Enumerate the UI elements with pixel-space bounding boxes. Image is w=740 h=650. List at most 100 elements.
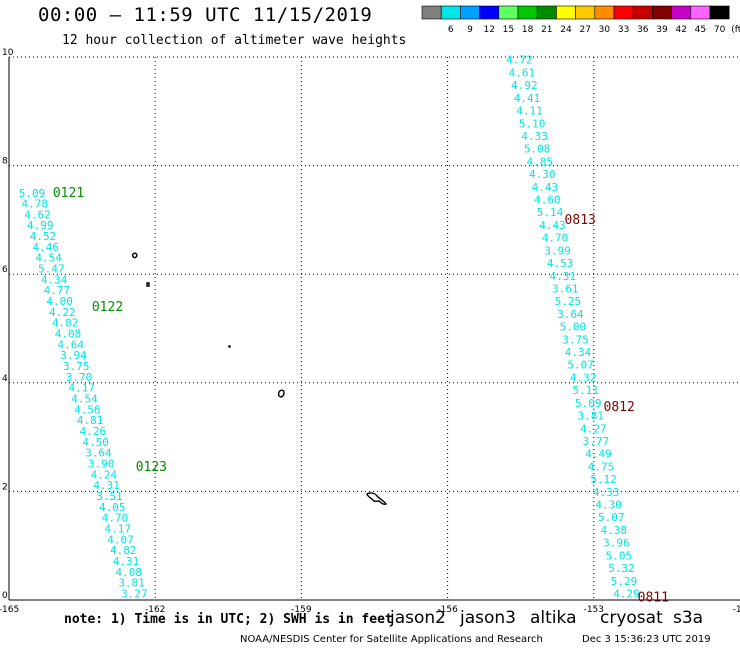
wave-height-value: 5.14	[537, 206, 564, 219]
wave-height-value: 5.07	[567, 359, 594, 372]
wave-height-value: 5.09	[19, 187, 46, 200]
legend-altika: altika	[530, 608, 577, 628]
wave-height-value: 4.46	[33, 241, 60, 254]
footer-center-credit: NOAA/NESDIS Center for Satellite Applica…	[240, 634, 543, 645]
wave-height-value: 4.53	[547, 257, 574, 270]
legend-s3a: s3a	[673, 608, 704, 628]
wave-height-value: 4.85	[527, 155, 554, 168]
wave-height-value: 5.00	[560, 321, 587, 334]
pass-time-label: 0812	[604, 400, 635, 415]
y-tick-label: 4	[2, 374, 8, 384]
wave-height-value: 4.00	[46, 295, 73, 308]
wave-height-value: 4.38	[601, 524, 628, 537]
wave-height-value: 4.72	[506, 54, 532, 67]
wave-height-value: 5.08	[524, 143, 551, 156]
wave-height-value: 4.77	[44, 284, 71, 297]
pass-time-label: 0811	[638, 590, 669, 605]
legend-swatch	[709, 5, 730, 20]
legend-bin-label: 42	[675, 25, 686, 35]
wave-height-value: 5.11	[572, 384, 599, 397]
wave-height-value: 5.07	[598, 511, 625, 524]
y-tick-label: 2	[2, 482, 8, 492]
wave-height-value: 4.64	[57, 338, 84, 351]
legend-bin-label: 21	[541, 25, 552, 35]
pass-time-label: 0813	[565, 213, 596, 228]
island-outline	[146, 282, 150, 287]
wave-height-value: 4.52	[30, 230, 56, 243]
wave-height-value: 4.49	[585, 448, 612, 461]
wave-height-value: 3.75	[63, 360, 90, 373]
wave-height-value: 3.64	[85, 447, 112, 460]
color-legend: 6 9 12 15 18 21 24 27 30 33 36 39 42 45 70 (ft)	[421, 5, 740, 35]
island-outline	[132, 252, 138, 259]
wave-height-value: 4.27	[580, 422, 607, 435]
wave-height-value: 4.07	[107, 533, 133, 546]
legend-bin-label: 70	[714, 25, 726, 35]
wave-height-value: 3.27	[121, 587, 148, 600]
legend-bin-label: 27	[579, 25, 590, 35]
legend-bin-label: 12	[483, 25, 494, 35]
wave-height-value: 5.25	[555, 295, 582, 308]
wave-height-value: 4.26	[80, 425, 107, 438]
wave-height-value: 4.33	[593, 486, 620, 499]
wave-height-value: 3.77	[583, 435, 610, 448]
wave-height-value: 4.75	[588, 460, 615, 473]
wave-height-value: 4.70	[102, 512, 128, 525]
pass-time-label: 0123	[136, 460, 167, 475]
island-outline	[228, 345, 231, 348]
legend-bin-label: 18	[522, 25, 534, 35]
legend-bin-label: 9	[467, 25, 473, 35]
legend-bin-label: 6	[448, 25, 454, 35]
wave-height-value: 4.78	[22, 198, 48, 211]
wave-height-value: 4.34	[41, 273, 68, 286]
wave-height-value: 4.43	[539, 219, 566, 232]
pass-time-label: 0122	[92, 300, 123, 315]
wave-height-value: 3.96	[603, 537, 630, 550]
y-tick-label: 10	[2, 48, 14, 58]
wave-height-value: 3.94	[60, 349, 87, 362]
wave-height-value: 4.56	[74, 403, 101, 416]
x-tick-label: -165	[0, 605, 19, 615]
wave-height-value: 5.09	[575, 397, 602, 410]
wave-height-value: 3.70	[66, 371, 93, 384]
wave-height-value: 4.60	[534, 194, 561, 207]
wave-height-value: 3.99	[544, 244, 571, 257]
wave-height-value: 4.43	[532, 181, 559, 194]
legend-bin-label: 24	[560, 25, 572, 35]
legend-bin-label: 15	[503, 25, 514, 35]
legend-jason3: jason3	[460, 608, 516, 628]
wave-height-value: 3.64	[557, 308, 584, 321]
wave-height-value: 4.61	[509, 66, 536, 79]
pass-time-label: 0121	[53, 186, 84, 201]
wave-height-value: 4.41	[514, 92, 541, 105]
wave-height-value: 3.90	[88, 458, 115, 471]
legend-bin-label: 45	[695, 25, 706, 35]
wave-height-value: 4.54	[35, 252, 62, 265]
wave-height-value: 5.05	[606, 549, 633, 562]
wave-height-value: 4.29	[613, 587, 640, 600]
wave-height-value: 5.10	[519, 117, 546, 130]
legend-bin-label: 30	[599, 25, 611, 35]
y-tick-label: 6	[2, 265, 8, 275]
wave-height-value: 4.31	[549, 270, 576, 283]
wave-height-value: 5.47	[38, 263, 65, 276]
legend-jason2: jason2	[390, 608, 446, 628]
footer-note: note: 1) Time is in UTC; 2) SWH is in fe…	[64, 612, 393, 627]
legend-unit: (ft)	[731, 25, 740, 35]
wave-height-value: 4.11	[516, 105, 543, 118]
chart-subtitle: 12 hour collection of altimeter wave hei…	[62, 33, 407, 48]
island-outline	[366, 492, 388, 505]
wave-height-value: 4.30	[529, 168, 556, 181]
wave-height-value: 4.54	[71, 393, 98, 406]
wave-height-value: 5.12	[590, 473, 617, 486]
wave-height-value: 5.32	[608, 562, 635, 575]
wave-height-value: 4.30	[595, 499, 622, 512]
wave-height-value: 4.05	[99, 501, 126, 514]
legend-cryosat: cryosat	[600, 608, 663, 628]
wave-height-value: 3.75	[562, 333, 589, 346]
wave-height-value: 3.81	[578, 410, 605, 423]
wave-height-value: 4.08	[55, 328, 82, 341]
legend-bin-label: 39	[656, 25, 668, 35]
wave-height-value: 4.24	[91, 468, 118, 481]
